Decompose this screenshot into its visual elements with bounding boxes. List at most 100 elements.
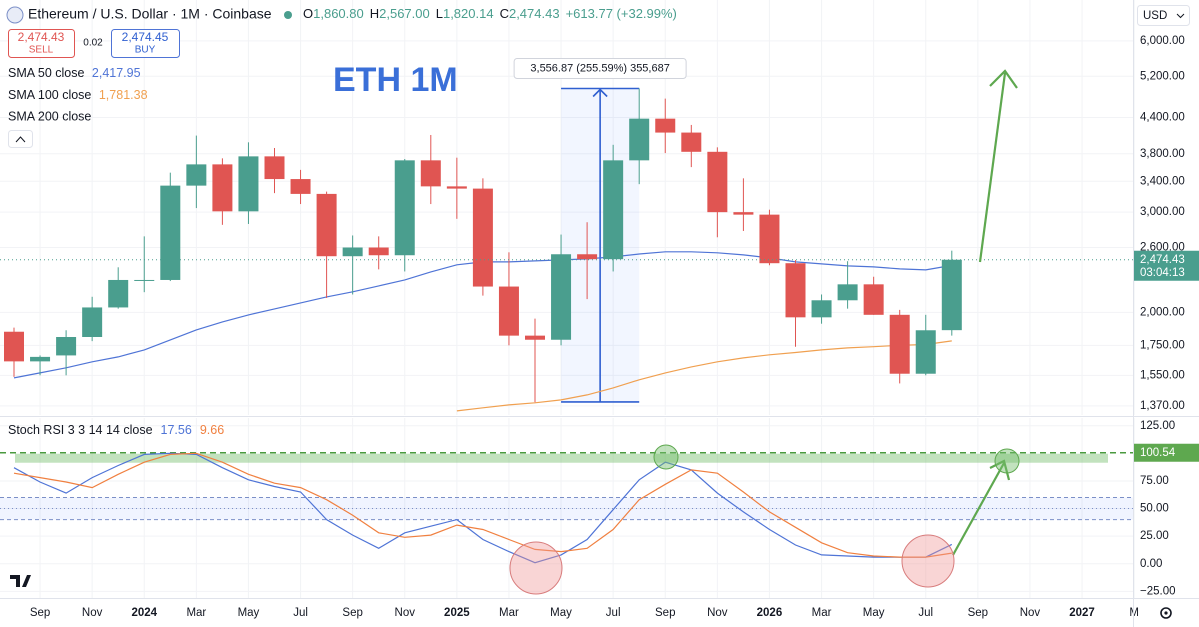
measure-label: 3,556.87 (255.59%) 355,687 xyxy=(530,62,669,74)
x-tick-label: Mar xyxy=(812,607,832,619)
candle-body xyxy=(30,356,51,362)
ohlc-change: +613.77 (+32.99%) xyxy=(566,6,677,21)
symbol-icon xyxy=(6,6,24,24)
candle-body xyxy=(56,336,77,356)
candle-body xyxy=(889,314,910,374)
ohlc-key: L xyxy=(436,6,443,21)
currency-button[interactable] xyxy=(1137,5,1190,26)
x-tick-label: Sep xyxy=(655,607,675,619)
y-tick-label: 1,370.00 xyxy=(1140,400,1185,412)
buy-label[interactable]: BUY xyxy=(135,45,156,56)
candle-body xyxy=(603,160,624,260)
indicator-title: Stoch RSI 3 3 14 14 close 17.56 9.66 xyxy=(8,423,224,437)
y-tick-label: 1,550.00 xyxy=(1140,369,1185,381)
candle-body xyxy=(264,156,285,180)
candle-body xyxy=(368,247,389,256)
tv-logo xyxy=(10,570,13,589)
y-tick-label: 1,750.00 xyxy=(1140,339,1185,351)
candle-body xyxy=(446,186,467,189)
y-tick-label: 125.00 xyxy=(1140,420,1175,432)
countdown: 03:04:13 xyxy=(1140,267,1185,279)
line-series xyxy=(13,452,952,558)
candle-body xyxy=(655,118,676,133)
candle-body xyxy=(785,263,806,318)
settings-icon[interactable] xyxy=(1160,607,1172,619)
candle-body xyxy=(108,279,129,308)
currency[interactable]: USD xyxy=(1143,10,1167,22)
x-tick-label: May xyxy=(550,607,572,619)
ohlc-key: O xyxy=(303,6,313,21)
ohlc-key: C xyxy=(500,6,509,21)
buy-price[interactable]: 2,474.45 xyxy=(122,30,169,44)
rsi-band xyxy=(0,497,1133,520)
x-tick-label: Nov xyxy=(82,607,103,619)
y-tick-label: 5,200.00 xyxy=(1140,70,1185,82)
ohlc-value: 1,860.80 xyxy=(313,6,364,21)
x-tick-label: Jul xyxy=(606,607,621,619)
candle-body xyxy=(160,185,181,280)
candle-body xyxy=(863,284,884,315)
y-tick-label: 2,000.00 xyxy=(1140,306,1185,318)
collapse-button[interactable] xyxy=(8,130,33,148)
buy-button[interactable] xyxy=(111,29,180,58)
measure-arrow-head xyxy=(592,88,608,98)
x-tick-label: M xyxy=(1129,607,1139,619)
candle-body xyxy=(420,160,441,187)
dropdown-icon xyxy=(1176,13,1185,19)
sell-price[interactable]: 2,474.43 xyxy=(18,30,65,44)
legend-value: 17.56 xyxy=(161,423,192,437)
last-price-label: 2,474.43 xyxy=(1140,254,1185,266)
ohlc-value: 1,820.14 xyxy=(443,6,494,21)
y-tick-label: 2,600.00 xyxy=(1140,242,1185,254)
y-tick-label: −25.00 xyxy=(1140,585,1176,597)
legend-name: SMA 100 close xyxy=(8,88,95,102)
candle-body xyxy=(577,254,598,260)
last-price-bg xyxy=(1133,250,1199,281)
candle-body xyxy=(629,118,650,161)
x-tick-label: Sep xyxy=(30,607,50,619)
candle-body xyxy=(134,279,155,281)
line-series xyxy=(456,340,952,412)
level-label: 100.54 xyxy=(1140,447,1176,459)
x-tick-label: 2027 xyxy=(1069,607,1095,619)
x-tick-label: Nov xyxy=(1020,607,1041,619)
spread: 0.02 xyxy=(83,38,103,49)
y-tick-label: 4,400.00 xyxy=(1140,112,1185,124)
y-tick-label: 75.00 xyxy=(1140,475,1169,487)
legend-entry: SMA 50 close 2,417.95 xyxy=(8,66,141,80)
candle-body xyxy=(837,284,858,301)
candle-body xyxy=(238,156,259,212)
sell-label[interactable]: SELL xyxy=(29,45,54,56)
level-zone xyxy=(15,453,1108,463)
settings-icon-center xyxy=(1164,611,1168,615)
candle-body xyxy=(551,254,572,340)
candle-body xyxy=(342,247,363,257)
candle-body xyxy=(681,132,702,152)
candle-body xyxy=(316,193,337,257)
candle-body xyxy=(759,214,780,264)
x-tick-label: Nov xyxy=(707,607,728,619)
collapse-icon xyxy=(15,136,26,143)
candle-body xyxy=(290,179,311,194)
candle-body xyxy=(4,331,24,362)
candle-body xyxy=(915,330,936,374)
legend-name: SMA 50 close xyxy=(8,66,88,80)
ohlc-value: 2,474.43 xyxy=(509,6,560,21)
x-tick-label: Jul xyxy=(918,607,933,619)
ohlc-header: O1,860.80 H2,567.00 L1,820.14 C2,474.43 +613… xyxy=(303,6,677,21)
highlight-circle xyxy=(994,448,1020,474)
legend-entry: SMA 100 close 1,781.38 xyxy=(8,88,148,102)
y-tick-label: 50.00 xyxy=(1140,503,1169,515)
sell-button[interactable] xyxy=(8,29,75,58)
candle-body xyxy=(394,160,415,256)
highlight-circle xyxy=(509,541,563,595)
drawing-arrow xyxy=(952,459,1011,556)
x-tick-label: Mar xyxy=(186,607,206,619)
x-tick-label: Nov xyxy=(395,607,416,619)
candle-body xyxy=(707,151,728,213)
x-tick-label: 2025 xyxy=(444,607,470,619)
y-tick-label: 3,800.00 xyxy=(1140,148,1185,160)
indicator-name: Stoch RSI 3 3 14 14 close xyxy=(8,423,153,437)
status-dot xyxy=(284,11,292,19)
